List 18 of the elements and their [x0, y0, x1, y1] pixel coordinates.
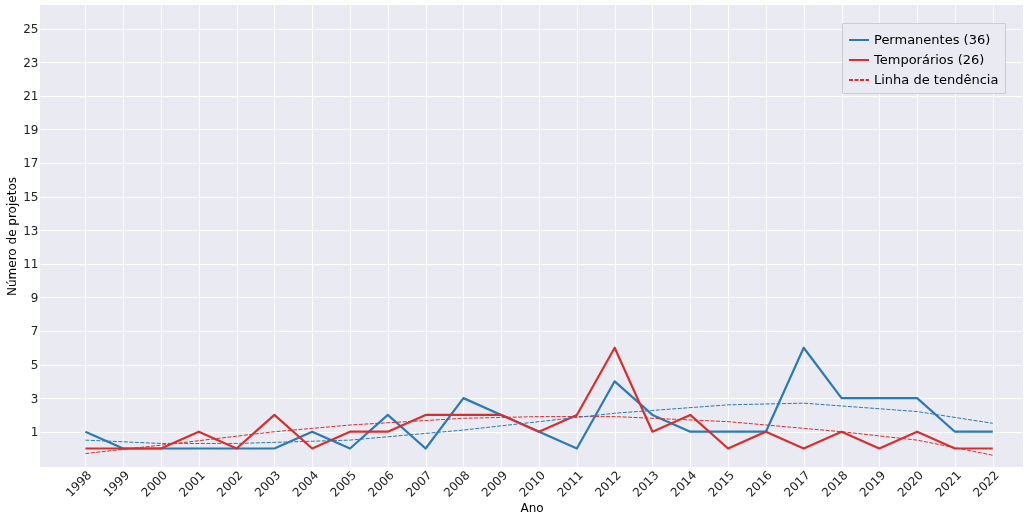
y-tick-label: 11	[23, 257, 39, 272]
y-tick-label: 5	[30, 358, 39, 373]
legend-label: Permanentes (36)	[874, 32, 991, 47]
legend-label: Temporários (26)	[873, 52, 985, 67]
y-tick-label: 1	[30, 425, 39, 440]
y-axis-title: Número de projetos	[5, 177, 20, 296]
y-tick-label: 15	[23, 190, 39, 205]
y-tick-label: 25	[23, 22, 39, 37]
x-axis-title: Ano	[520, 500, 544, 515]
y-tick-label: 21	[23, 89, 39, 104]
y-tick-label: 7	[30, 324, 39, 339]
y-tick-label: 3	[30, 391, 39, 406]
y-tick-label: 19	[23, 122, 39, 137]
y-tick-label: 13	[23, 223, 39, 238]
legend-label: Linha de tendência	[874, 72, 999, 87]
y-tick-label: 9	[30, 290, 39, 305]
y-tick-label: 17	[23, 156, 39, 171]
y-tick-label: 23	[23, 55, 39, 70]
